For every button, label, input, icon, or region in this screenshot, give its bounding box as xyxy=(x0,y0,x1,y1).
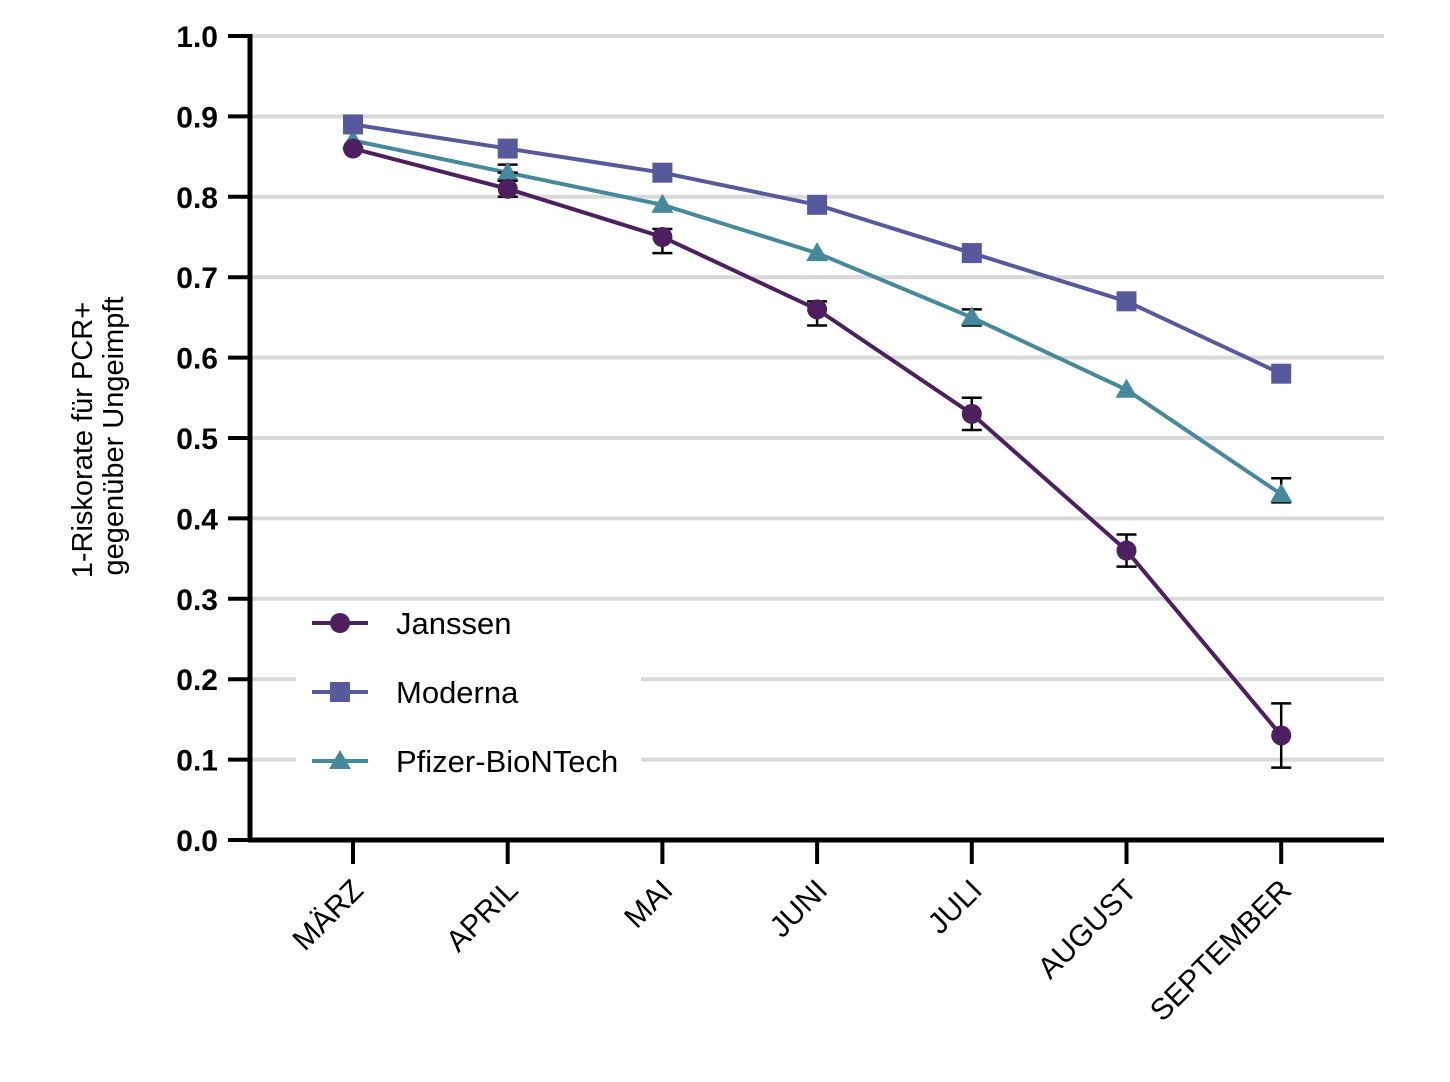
legend-marker xyxy=(330,682,350,702)
legend-item: Pfizer-BioNTech xyxy=(312,744,618,779)
data-point xyxy=(1116,540,1137,561)
y-tick-label: 0.0 xyxy=(176,825,218,858)
y-tick-label: 0.3 xyxy=(176,584,218,617)
legend-item: Moderna xyxy=(312,675,519,710)
y-tick-label: 0.1 xyxy=(176,745,218,778)
legend-label: Janssen xyxy=(396,606,511,641)
x-tick-label: APRIL xyxy=(440,874,525,959)
y-tick-label: 0.8 xyxy=(176,182,218,215)
data-point xyxy=(807,194,828,215)
y-axis-label-line-1: 1-Riskorate für PCR+ xyxy=(67,302,99,578)
y-tick-label: 0.4 xyxy=(176,503,218,536)
data-point xyxy=(652,162,673,183)
y-tick-label: 1.0 xyxy=(176,21,218,54)
y-tick-label: 0.6 xyxy=(176,343,218,376)
legend-label: Moderna xyxy=(396,675,519,710)
data-point xyxy=(497,178,518,199)
data-point xyxy=(1271,363,1292,384)
x-tick-label: JULI xyxy=(922,874,989,941)
y-tick-label: 0.5 xyxy=(176,423,218,456)
legend-item: Janssen xyxy=(312,606,511,641)
y-axis-label: 1-Riskorate für PCR+ gegenüber Ungeimpft xyxy=(67,294,130,578)
x-tick-label: AUGUST xyxy=(1032,874,1144,986)
data-point xyxy=(651,193,674,213)
x-tick-label: MÄRZ xyxy=(287,874,370,957)
data-point xyxy=(961,243,982,264)
data-point xyxy=(807,299,828,320)
series-group xyxy=(342,114,1293,769)
x-tick-label: JUNI xyxy=(764,874,834,944)
data-point xyxy=(652,227,673,247)
data-point xyxy=(1115,378,1138,398)
data-point xyxy=(806,242,829,262)
y-tick-label: 0.7 xyxy=(176,262,218,295)
data-point xyxy=(960,306,983,326)
data-point xyxy=(1270,483,1293,503)
y-axis-label-line-2: gegenüber Ungeimpft xyxy=(98,297,130,576)
y-tick-label: 0.9 xyxy=(176,101,218,134)
x-axis-ticks: MÄRZ APRIL MAI JUNI JULI AUGUST SEPTEMBER xyxy=(287,840,1298,1028)
data-point xyxy=(961,403,982,424)
y-axis-ticks: 0.0 0.1 0.2 0.3 0.4 0.5 0.6 0.7 0.8 0.9 1.0 xyxy=(176,21,250,858)
legend: Janssen Moderna Pfizer-BioNTech xyxy=(296,602,641,786)
legend-marker xyxy=(329,750,351,769)
y-tick-label: 0.2 xyxy=(176,664,218,697)
x-tick-label: SEPTEMBER xyxy=(1144,874,1298,1028)
data-point xyxy=(1271,725,1292,746)
data-point xyxy=(343,138,363,159)
series-moderna xyxy=(343,114,1292,384)
legend-marker xyxy=(330,613,350,633)
data-point xyxy=(496,161,519,181)
data-point xyxy=(343,114,363,135)
series-janssen xyxy=(343,138,1292,769)
x-tick-label: MAI xyxy=(618,874,679,935)
data-point xyxy=(1116,291,1137,312)
data-point xyxy=(497,138,518,159)
legend-label: Pfizer-BioNTech xyxy=(396,744,618,779)
